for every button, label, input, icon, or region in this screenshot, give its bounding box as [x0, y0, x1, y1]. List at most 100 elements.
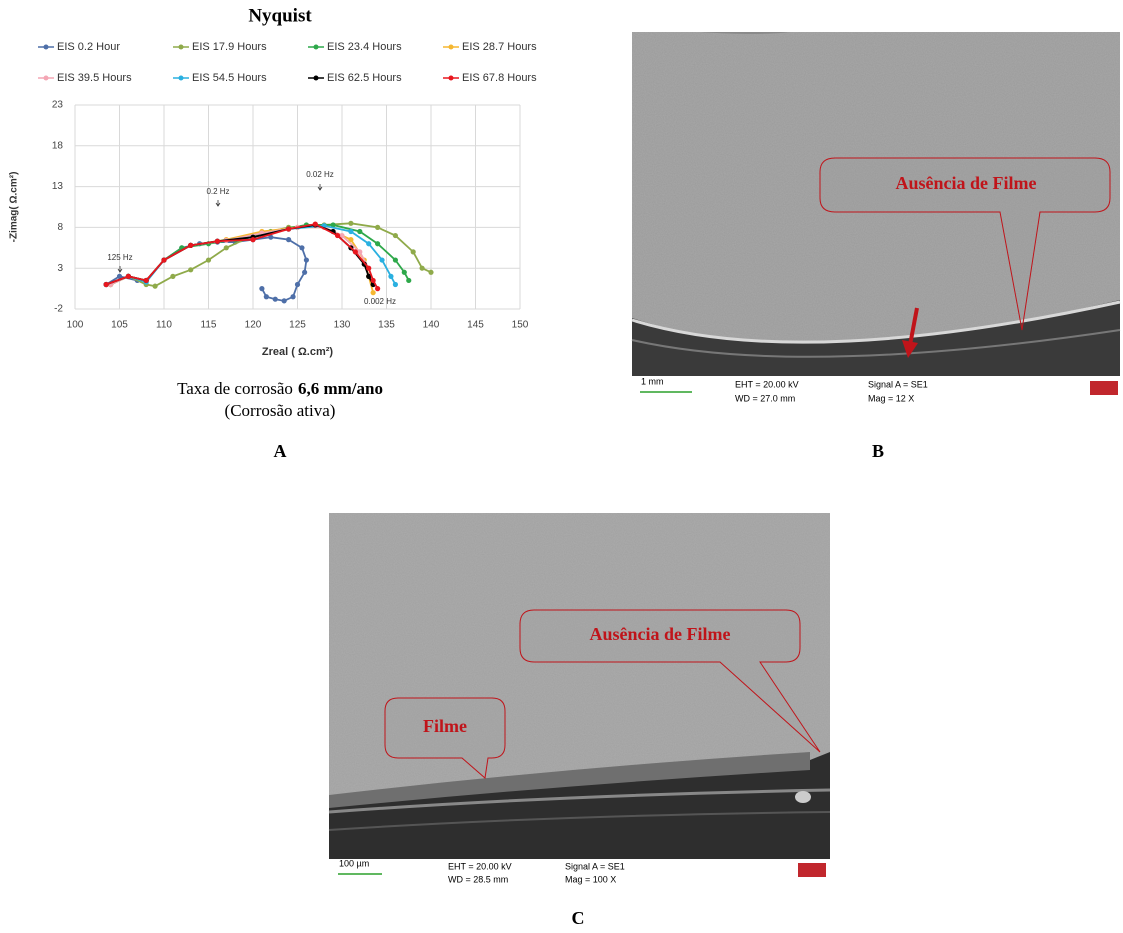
x-tick-label: 120: [245, 320, 262, 331]
caption-state: (Corrosão ativa): [225, 401, 336, 420]
data-point: [116, 273, 123, 279]
x-tick-label: 135: [378, 320, 395, 331]
callout: [384, 697, 506, 779]
sem-info: Mag = 12 X: [868, 393, 914, 403]
data-point: [103, 281, 109, 288]
sem-image-c: 100 µm EHT = 20.00 kV WD = 28.5 mm Signa…: [328, 513, 831, 888]
x-axis-label: Zreal ( Ω.cm²): [262, 346, 334, 358]
panel-label: C: [572, 908, 585, 928]
x-tick-label: 115: [201, 320, 217, 331]
sem-info: Mag = 100 X: [565, 874, 616, 884]
data-point: [294, 281, 301, 288]
sem-edge: [631, 300, 1121, 344]
scale-label: 100 µm: [339, 858, 369, 868]
data-point: [272, 296, 278, 302]
x-tick-label: 145: [467, 320, 484, 331]
data-point: [366, 265, 372, 271]
data-point: [290, 294, 296, 300]
caption-rate: Taxa de corrosão 6,6 mm/ano: [177, 379, 383, 398]
data-point: [392, 232, 398, 239]
y-tick-label: 23: [52, 100, 64, 111]
legend-marker: [43, 75, 49, 81]
data-point: [286, 237, 292, 243]
callout-text: Ausência de Filme: [896, 173, 1037, 193]
data-point: [419, 265, 425, 271]
series-line: [105, 236, 308, 302]
legend-marker: [448, 75, 454, 81]
data-point: [357, 228, 363, 235]
y-tick-label: 13: [52, 181, 64, 192]
arrow: [908, 307, 919, 346]
data-point: [281, 298, 287, 304]
sem-feature: [795, 791, 811, 803]
data-point: [348, 237, 354, 243]
y-tick-label: 3: [57, 263, 63, 274]
data-point: [143, 277, 149, 284]
x-tick-label: 140: [423, 320, 440, 331]
data-point: [348, 228, 354, 235]
annotation: 0.2 Hz: [206, 187, 229, 196]
sem-info: WD = 27.0 mm: [735, 393, 795, 403]
data-point: [214, 238, 220, 244]
legend-marker: [313, 44, 319, 50]
legend-label: EIS 62.5 Hours: [327, 72, 402, 84]
data-point: [375, 224, 381, 230]
data-point: [370, 290, 376, 296]
sem-edge: [632, 32, 790, 34]
sem-info-bar: [632, 376, 1120, 410]
data-point: [401, 269, 407, 275]
data-point: [188, 242, 194, 248]
y-tick-label: 8: [57, 222, 63, 233]
x-tick-label: 105: [111, 320, 128, 331]
data-point: [302, 269, 308, 275]
legend-label: EIS 23.4 Hours: [327, 41, 402, 53]
data-point: [352, 249, 358, 255]
panel-label: B: [872, 441, 884, 461]
data-point: [263, 294, 269, 300]
data-point: [330, 222, 336, 228]
data-point: [392, 281, 398, 288]
chart: EIS 0.2 Hour EIS 17.9 Hours EIS 23.4 Hours…: [9, 41, 537, 358]
callout-text: Filme: [423, 716, 467, 736]
data-point: [170, 273, 176, 279]
data-point: [259, 286, 265, 292]
legend-marker: [178, 44, 184, 50]
annotation-arrow: [317, 184, 323, 191]
y-axis-label: -Zimag( Ω.cm²): [9, 172, 20, 243]
legend-label: EIS 17.9 Hours: [192, 41, 267, 53]
logo: [798, 863, 826, 877]
sem-edge: [328, 788, 831, 814]
arrow-head: [902, 340, 918, 358]
legend-label: EIS 28.7 Hours: [462, 41, 537, 53]
data-point: [188, 267, 194, 273]
data-point: [366, 273, 372, 279]
legend-label: EIS 67.8 Hours: [462, 72, 537, 84]
series-line: [105, 223, 379, 290]
data-point: [125, 273, 131, 279]
legend-marker: [43, 44, 49, 50]
sem-substrate: [329, 752, 830, 859]
data-point: [223, 245, 229, 251]
rate-value: 6,6 mm/ano: [298, 379, 383, 398]
legend-marker: [178, 75, 184, 81]
data-point: [250, 237, 256, 243]
data-point: [392, 257, 398, 263]
data-point: [303, 257, 309, 263]
data-point: [339, 232, 345, 239]
x-tick-label: 100: [67, 320, 84, 331]
legend-marker: [448, 44, 454, 50]
data-point: [406, 277, 412, 284]
data-point: [366, 241, 372, 247]
sem-info: WD = 28.5 mm: [448, 874, 508, 884]
annotation: 0.002 Hz: [364, 297, 396, 306]
sem-info: EHT = 20.00 kV: [735, 379, 799, 389]
x-tick-label: 125: [289, 320, 306, 331]
sem-edge: [328, 811, 831, 831]
sem-image-b: 1 mm EHT = 20.00 kV WD = 27.0 mm Signal …: [631, 32, 1121, 410]
annotation: 0.02 Hz: [306, 170, 334, 179]
data-point: [388, 273, 394, 279]
data-point: [161, 257, 167, 263]
annotation-arrow: [215, 200, 221, 207]
y-tick-label: -2: [54, 304, 63, 315]
